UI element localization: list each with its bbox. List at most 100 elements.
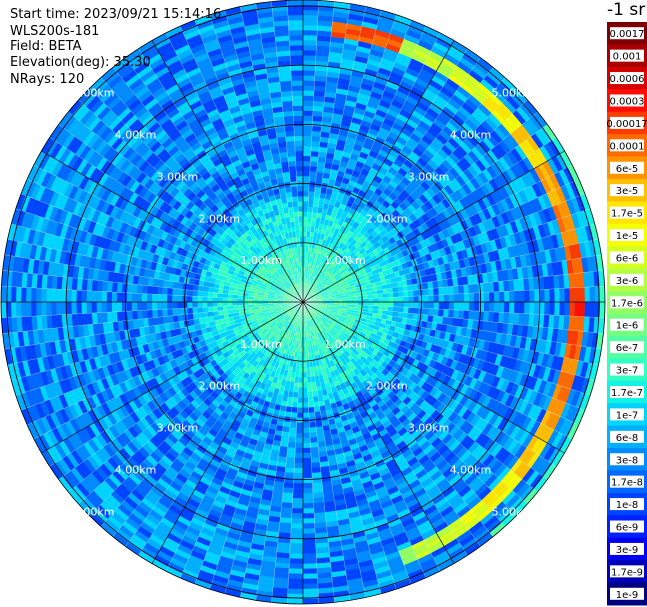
ray-gate: [362, 244, 370, 252]
ray-separator: [302, 111, 538, 303]
ray-gate: [362, 16, 379, 25]
ray-gate: [312, 268, 316, 274]
ray-gate: [561, 216, 571, 232]
ray-gate: [481, 100, 496, 114]
ray-gate: [559, 288, 565, 302]
ray-gate: [332, 113, 343, 120]
ray-gate: [548, 314, 555, 329]
ray-gate: [312, 116, 323, 122]
ray-gate: [438, 302, 444, 310]
ray-gate: [429, 103, 443, 115]
ray-gate: [348, 8, 365, 17]
ray-gate: [328, 248, 334, 255]
ray-gate: [488, 282, 494, 293]
ray-gate: [345, 167, 354, 176]
ray-gate: [427, 315, 434, 323]
ray-gate: [393, 296, 399, 302]
ray-gate: [332, 257, 338, 263]
ray-gate: [425, 229, 434, 239]
ray-gate: [303, 40, 317, 46]
ray-gate: [393, 306, 399, 312]
ray-gate: [312, 111, 323, 117]
ray-gate: [482, 208, 492, 221]
ray-gate: [303, 422, 310, 428]
ray-gate: [426, 107, 440, 119]
ray-gate: [299, 367, 303, 373]
ray-gate: [490, 130, 503, 144]
ray-gate: [459, 172, 470, 184]
ray-gate: [509, 194, 520, 208]
ray-gate: [364, 176, 374, 185]
ray-gate: [388, 213, 397, 222]
ray-gate: [450, 234, 459, 245]
ray-gate: [342, 267, 348, 273]
ray-gate: [477, 198, 487, 211]
ray-gate: [439, 247, 447, 257]
ray-gate: [363, 302, 369, 306]
ray-gate: [303, 0, 319, 6]
ray-gate: [306, 277, 309, 283]
ray-gate: [285, 406, 292, 413]
ray-gate: [314, 289, 320, 294]
ray-gate: [410, 244, 418, 253]
ray-separator: [302, 164, 573, 303]
ray-separator: [302, 77, 506, 303]
ray-gate: [407, 24, 424, 36]
ray-gate: [470, 90, 485, 104]
ray-gate: [403, 100, 417, 111]
ray-gate: [365, 63, 380, 73]
ray-gate: [423, 295, 429, 302]
ray-gate: [571, 213, 581, 230]
ray-gate: [329, 261, 335, 267]
ray-gate: [285, 462, 295, 468]
ray-gate: [480, 79, 495, 93]
ray-gate: [514, 219, 524, 233]
ray-gate: [357, 41, 373, 50]
ray-gate: [430, 122, 443, 134]
ray-gate: [323, 257, 329, 263]
ray-gate: [308, 289, 312, 294]
ray-gate: [350, 271, 357, 277]
ray-gate: [509, 220, 519, 234]
ray-gate: [518, 230, 527, 244]
ray-gate: [281, 502, 293, 509]
ray-gate: [428, 235, 437, 245]
ray-gate: [331, 26, 347, 34]
ray-gate: [428, 302, 434, 309]
ray-gate: [490, 228, 500, 240]
ray-gate: [356, 245, 363, 252]
ray-gate: [360, 146, 371, 155]
ray-gate: [289, 558, 303, 564]
ray-gate: [471, 147, 483, 160]
ray-gate: [412, 210, 422, 220]
ray-gate: [330, 249, 336, 256]
ray-gate: [303, 55, 316, 61]
ray-gate: [357, 189, 366, 198]
ray-gate: [514, 162, 526, 177]
ray-gate: [346, 23, 362, 32]
ray-gate: [458, 106, 472, 119]
ray-gate: [403, 307, 409, 314]
ray-gate: [332, 11, 349, 19]
ray-gate: [366, 258, 373, 265]
ray-gate: [407, 204, 417, 214]
ray-gate: [396, 222, 405, 231]
ray-gate: [374, 200, 383, 209]
ray-gate: [279, 446, 288, 453]
ray-gate: [358, 201, 367, 210]
ray-gate: [400, 228, 409, 237]
ray-gate: [314, 522, 327, 529]
ray-gate: [363, 298, 369, 302]
ray-gate: [426, 84, 441, 96]
ray-gate: [362, 164, 372, 172]
ray-gate: [362, 142, 373, 151]
ray-gate: [380, 57, 395, 68]
ray-gate: [290, 528, 303, 534]
ray-gate: [386, 38, 403, 49]
ray-gate: [404, 254, 412, 263]
ray-gate: [359, 241, 367, 249]
ray-gate: [460, 249, 469, 260]
ray-gate: [441, 174, 452, 185]
ray-gate: [379, 192, 389, 201]
ray-gate: [303, 543, 316, 549]
